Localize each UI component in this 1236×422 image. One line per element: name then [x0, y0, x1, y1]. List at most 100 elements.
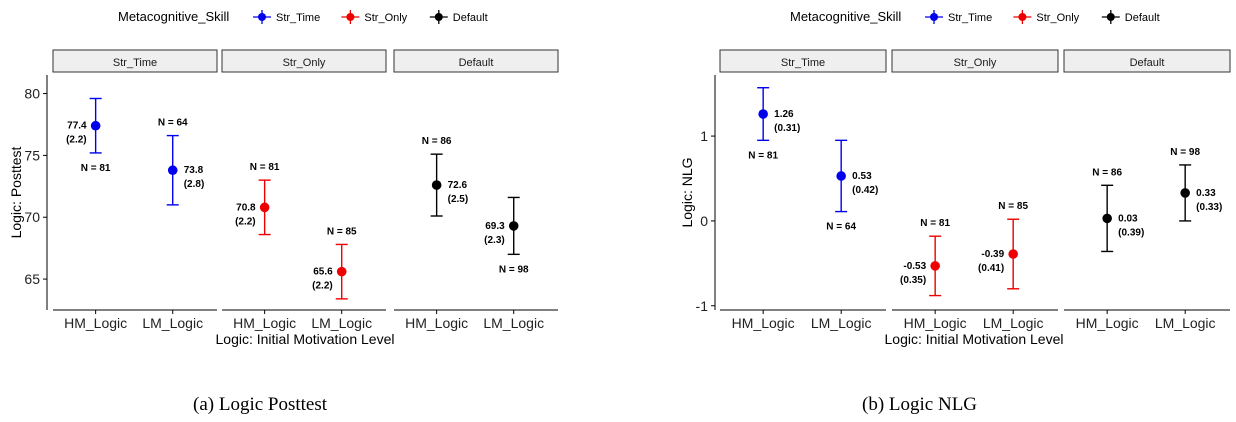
legend-label: Default [453, 12, 488, 24]
facet-strip [52, 49, 218, 73]
facet-strip [221, 49, 387, 73]
legend-item: Str_Only [1013, 10, 1080, 24]
data-label-mean: -0.53 [903, 261, 926, 272]
facet-strip [891, 49, 1059, 73]
facet-strip-label: Str_Time [781, 57, 825, 69]
x-tick-label: HM_Logic [64, 315, 127, 331]
x-tick-label: HM_Logic [732, 315, 795, 331]
legend-key-point [434, 13, 443, 21]
data-point [167, 165, 178, 176]
data-point-group: LM_Logic 69.3 (2.3) N = 98 [483, 196, 544, 331]
x-tick-label: LM_Logic [983, 315, 1044, 331]
facet-str-only: Str_Only HM_Logic 70.8 (2.2) N = 81 LM_Logic 6… [221, 49, 387, 331]
facet-str-time: Str_Time HM_Logic 1.26 (0.31) N = 81 LM_Logic… [719, 49, 887, 331]
data-label-mean: 72.6 [448, 180, 468, 191]
data-label-mean: 1.26 [774, 109, 794, 120]
legend-item: Str_Only [341, 10, 408, 24]
data-label-n: N = 98 [499, 264, 529, 275]
legend-label: Str_Only [364, 12, 407, 24]
legend-item: Str_Time [925, 10, 992, 24]
data-label-se: (0.41) [978, 263, 1004, 274]
facet-strip [1063, 49, 1231, 73]
data-point [336, 266, 347, 277]
data-label-se: (2.2) [312, 281, 333, 292]
facet-default: Default HM_Logic 72.6 (2.5) N = 86 LM_Logic 69… [393, 49, 559, 331]
y-tick-label: 70 [24, 209, 40, 225]
legend-key-point [258, 13, 266, 21]
legend-item: Default [429, 10, 488, 24]
facet-default: Default HM_Logic 0.03 (0.39) N = 86 LM_Logic 0… [1063, 49, 1231, 331]
x-axis-label: Logic: Initial Motivation Level [216, 331, 395, 347]
data-label-mean: 73.8 [184, 165, 204, 176]
data-label-n: N = 64 [826, 222, 856, 233]
data-label-mean: 65.6 [313, 267, 333, 278]
data-point [508, 221, 519, 231]
facet-strip [393, 49, 559, 73]
legend-item: Default [1101, 10, 1160, 24]
data-label-se: (2.3) [484, 235, 505, 246]
data-label-n: N = 86 [1092, 167, 1122, 178]
x-tick-label: LM_Logic [1155, 315, 1216, 331]
data-point [90, 120, 101, 131]
legend-title: Metacognitive_Skill [790, 9, 901, 24]
x-tick-label: HM_Logic [1076, 315, 1139, 331]
data-label-n: N = 81 [81, 163, 111, 174]
data-label-se: (0.39) [1118, 227, 1144, 238]
chart-2: Metacognitive_Skill Str_Time Str_Only Defau… [679, 9, 1231, 347]
legend-key-point [1106, 13, 1115, 21]
data-label-se: (2.5) [448, 194, 469, 205]
data-label-n: N = 98 [1170, 147, 1200, 158]
chart-1: Metacognitive_Skill Str_Time Str_Only Defau… [8, 9, 559, 347]
x-tick-label: LM_Logic [811, 315, 872, 331]
data-label-se: (0.33) [1196, 202, 1222, 213]
data-point [836, 171, 846, 181]
legend-key-point [346, 13, 355, 21]
legend-item: Str_Time [253, 10, 320, 24]
legend-label: Str_Only [1036, 12, 1079, 24]
data-label-mean: 70.8 [236, 202, 256, 213]
facet-str-only: Str_Only HM_Logic -0.53 (0.35) N = 81 LM_Logi… [891, 49, 1059, 331]
data-label-n: N = 81 [748, 150, 778, 161]
data-point [930, 261, 940, 271]
y-tick-label: 1 [700, 128, 708, 144]
data-point-group: HM_Logic 1.26 (0.31) N = 81 [732, 87, 800, 331]
caption-right: (b) Logic NLG [862, 394, 978, 415]
data-label-n: N = 86 [422, 136, 452, 147]
y-tick-label: 80 [24, 86, 40, 102]
legend: Metacognitive_Skill Str_Time Str_Only Defau… [790, 9, 1160, 24]
x-axis-label: Logic: Initial Motivation Level [885, 331, 1064, 347]
data-label-se: (2.2) [235, 216, 256, 227]
data-label-se: (2.8) [184, 179, 205, 190]
data-label-mean: 0.03 [1118, 213, 1138, 224]
data-point-group: LM_Logic 65.6 (2.2) N = 85 [311, 226, 372, 331]
legend-key-point [1018, 13, 1027, 21]
data-point-group: LM_Logic 73.8 (2.8) N = 64 [142, 118, 204, 331]
data-label-se: (0.42) [852, 185, 878, 196]
data-label-mean: 0.33 [1196, 188, 1216, 199]
data-point-group: LM_Logic 0.53 (0.42) N = 64 [811, 139, 878, 331]
data-point-group: HM_Logic -0.53 (0.35) N = 81 [900, 218, 967, 331]
facet-strip-label: Str_Only [283, 57, 326, 69]
y-tick-label: -1 [696, 298, 709, 314]
data-label-se: (0.35) [900, 275, 926, 286]
facet-strip-label: Str_Only [954, 57, 997, 69]
legend: Metacognitive_Skill Str_Time Str_Only Defau… [118, 9, 488, 24]
data-label-n: N = 85 [327, 226, 357, 237]
y-tick-label: 0 [700, 213, 708, 229]
x-tick-label: HM_Logic [405, 315, 468, 331]
facet-str-time: Str_Time HM_Logic 77.4 (2.2) N = 81 LM_Logic 7… [52, 49, 218, 331]
data-label-n: N = 81 [250, 162, 280, 173]
facet-strip [719, 49, 887, 73]
data-point-group: LM_Logic 0.33 (0.33) N = 98 [1155, 147, 1222, 331]
legend-label: Str_Time [948, 12, 992, 24]
data-label-mean: 69.3 [485, 221, 505, 232]
x-tick-label: HM_Logic [904, 315, 967, 331]
data-point [758, 109, 768, 119]
x-tick-label: LM_Logic [483, 315, 544, 331]
y-axis-label: Logic: NLG [679, 157, 695, 227]
x-tick-label: HM_Logic [233, 315, 296, 331]
data-label-se: (2.2) [66, 135, 87, 146]
legend-label: Str_Time [276, 12, 320, 24]
caption-left: (a) Logic Posttest [193, 394, 328, 415]
data-point-group: LM_Logic -0.39 (0.41) N = 85 [978, 201, 1043, 331]
